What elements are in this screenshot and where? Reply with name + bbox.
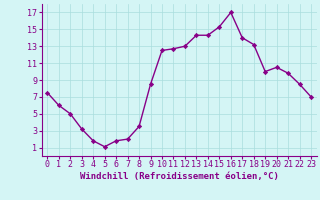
X-axis label: Windchill (Refroidissement éolien,°C): Windchill (Refroidissement éolien,°C) <box>80 172 279 181</box>
